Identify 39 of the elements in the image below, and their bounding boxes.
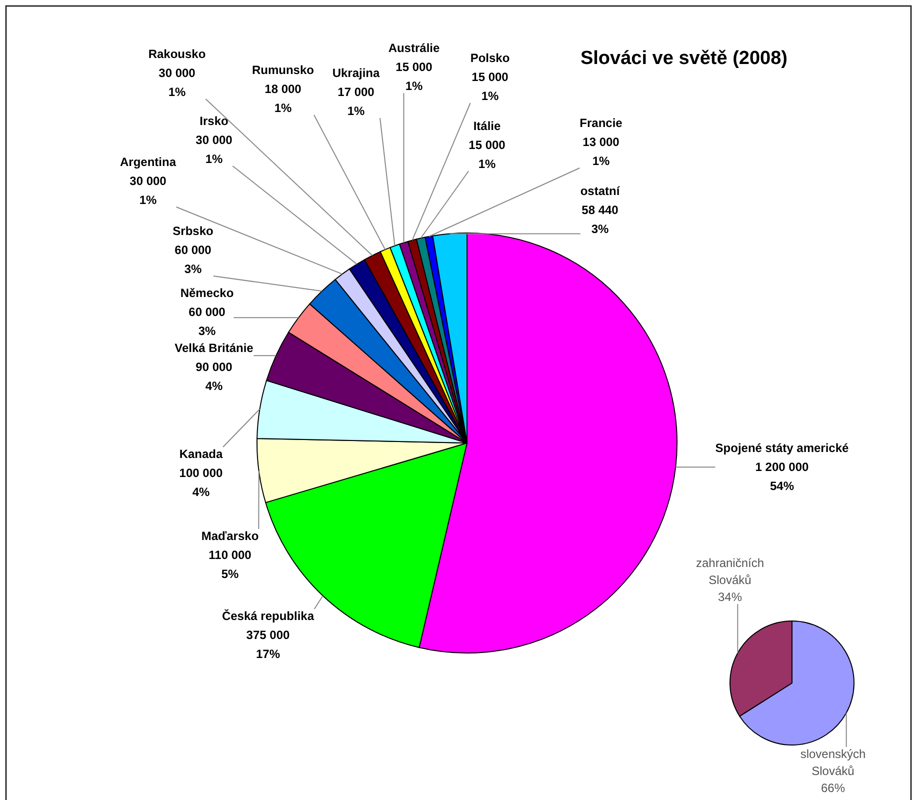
slice-label: Ukrajina	[332, 66, 380, 80]
slice-label: Francie	[580, 116, 623, 130]
data-label: 17 000 1%	[338, 85, 375, 118]
slice-label: Česká republika	[222, 609, 314, 623]
data-label: 60 000 3%	[174, 243, 212, 276]
slice-label: Irsko	[200, 114, 228, 128]
data-label: 15 000 1%	[468, 138, 506, 171]
data-label: 58 440 3%	[582, 203, 619, 236]
data-label: 100 000 4%	[179, 466, 224, 499]
slice-label: Argentina	[120, 155, 176, 169]
data-label: 90 000 4%	[196, 360, 233, 393]
data-label: 375 000 17%	[246, 628, 290, 661]
chart-title: Slováci ve světě (2008)	[580, 48, 788, 69]
data-label: 30 000 1%	[158, 66, 196, 99]
slice-label: zahraničních Slováků	[696, 556, 764, 587]
data-label: 34%	[718, 590, 742, 604]
slice-label: Maďarsko	[201, 529, 259, 543]
data-label: 30 000 1%	[196, 133, 233, 166]
data-label: 1 200 000 54%	[755, 460, 810, 493]
slice-label: Polsko	[470, 51, 510, 65]
data-label: 13 000 1%	[582, 135, 620, 168]
slice-label: Německo	[180, 286, 234, 300]
slice-label: slovenských Slováků	[800, 747, 866, 778]
slice-label: Rumunsko	[252, 63, 314, 77]
data-label: 15 000 1%	[472, 70, 509, 103]
slice-label: Kanada	[179, 447, 223, 461]
data-label: 18 000 1%	[264, 82, 302, 115]
data-label: 60 000 3%	[188, 305, 226, 338]
slice-label: ostatní	[580, 184, 620, 198]
slice-label: Austrálie	[388, 41, 440, 55]
data-label: 66%	[820, 781, 846, 795]
slice-label: Spojené státy americké	[715, 441, 850, 455]
slice-label: Rakousko	[148, 47, 206, 61]
slice-label: Velká Británie	[174, 341, 254, 355]
data-label: 15 000 1%	[396, 60, 433, 93]
data-label: 30 000 1%	[130, 174, 167, 207]
slice-label: Itálie	[473, 119, 501, 133]
data-label: 110 000 5%	[208, 548, 252, 581]
slice-label: Srbsko	[172, 224, 214, 238]
